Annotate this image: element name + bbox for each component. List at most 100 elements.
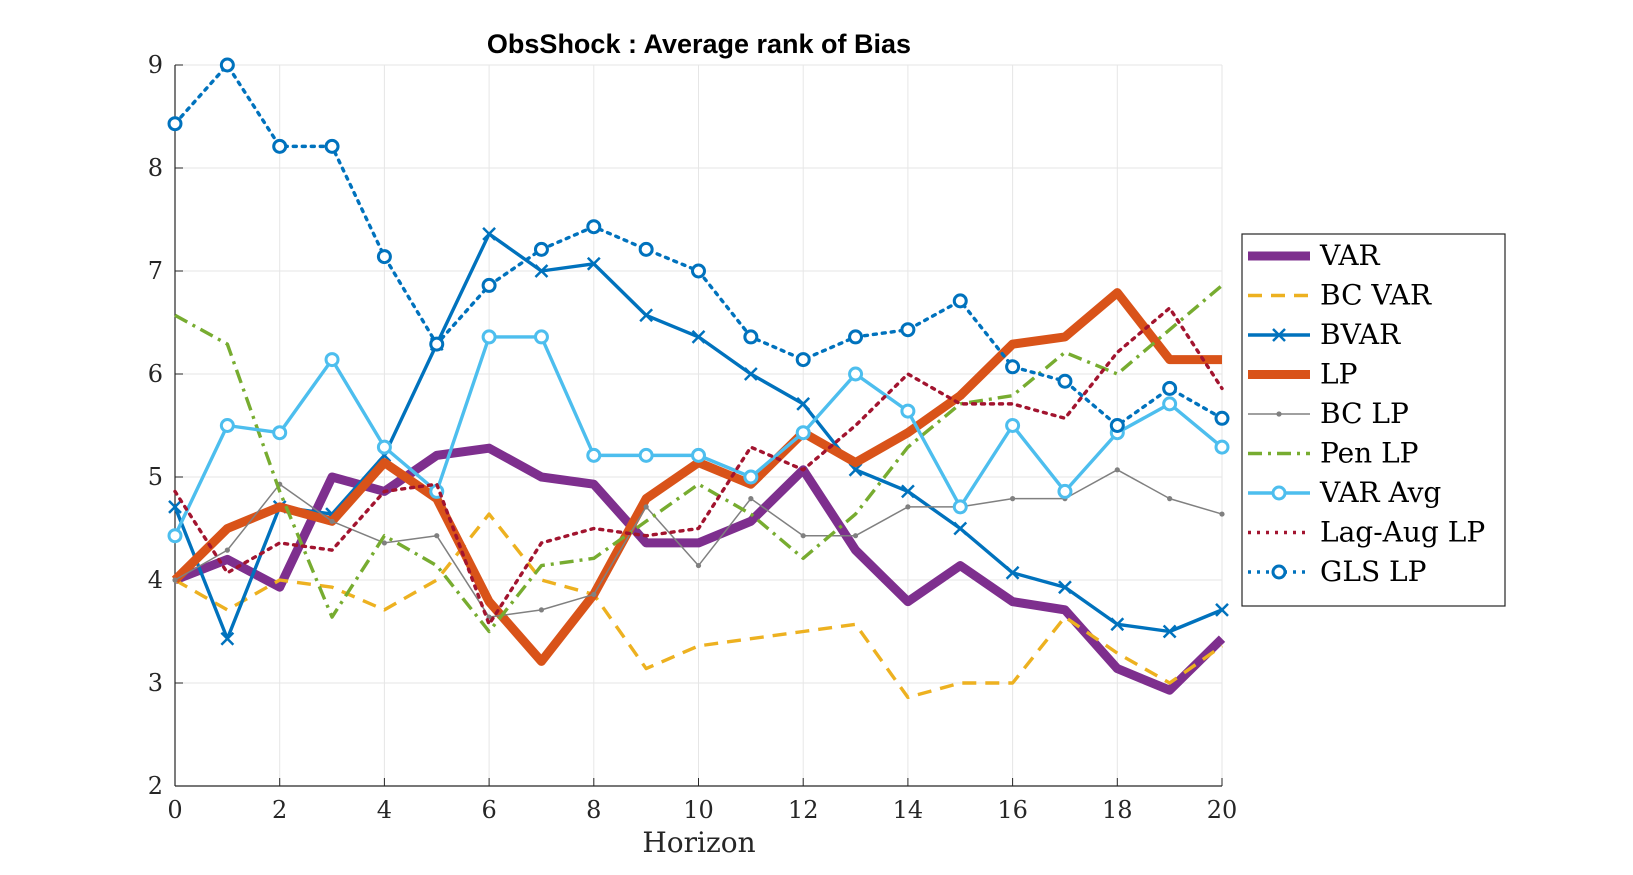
data-point <box>743 367 758 381</box>
legend-entry: VAR <box>1248 239 1381 272</box>
data-point <box>272 425 288 441</box>
data-point <box>538 607 545 613</box>
y-tick-label: 2 <box>148 772 163 800</box>
data-point <box>1005 418 1021 433</box>
data-point <box>795 425 811 441</box>
data-point <box>1219 511 1225 517</box>
series-line <box>173 306 1224 626</box>
data-point <box>748 496 754 502</box>
x-marker-stroke <box>1162 624 1177 639</box>
data-point <box>638 241 654 257</box>
x-tick-label: 8 <box>586 796 601 824</box>
legend-marker <box>1272 328 1286 342</box>
data-point <box>695 562 702 569</box>
legend-entry: Lag-Aug LP <box>1248 516 1485 549</box>
y-tick-label: 6 <box>148 360 163 388</box>
series-line <box>173 443 1226 695</box>
x-marker-stroke <box>1005 565 1020 580</box>
legend-label: BVAR <box>1320 318 1401 351</box>
x-marker-stroke <box>482 227 496 241</box>
data-point <box>639 308 654 323</box>
series-bc-var <box>174 512 1223 700</box>
data-point <box>224 547 230 553</box>
data-point <box>329 518 335 524</box>
data-point <box>643 504 649 510</box>
data-point <box>586 219 602 235</box>
data-point <box>795 352 811 368</box>
series-gls-lp <box>167 57 1230 433</box>
data-point <box>219 57 235 73</box>
data-point <box>900 322 916 338</box>
series-line <box>174 512 1223 700</box>
chart-title: ObsShock : Average rank of Bias <box>487 29 911 59</box>
data-point <box>638 447 654 463</box>
data-point <box>586 447 602 463</box>
data-point <box>481 329 497 345</box>
data-point <box>1005 359 1021 375</box>
data-point <box>272 138 288 154</box>
data-point <box>381 540 387 546</box>
data-point <box>481 277 497 293</box>
data-point <box>1057 483 1073 499</box>
x-tick-label: 0 <box>167 796 182 824</box>
data-point <box>1162 624 1177 639</box>
data-point <box>168 499 182 514</box>
data-point <box>952 293 968 309</box>
x-marker-stroke <box>1110 617 1125 632</box>
data-point <box>376 439 392 455</box>
data-point <box>901 484 915 499</box>
x-tick-label: 16 <box>997 796 1028 824</box>
x-marker-stroke <box>796 396 811 411</box>
legend-label: BC VAR <box>1320 279 1432 312</box>
data-point <box>796 396 811 411</box>
data-point <box>324 138 340 154</box>
data-point <box>691 263 706 279</box>
legend-label: LP <box>1320 358 1357 391</box>
data-point <box>1215 602 1229 617</box>
data-point <box>167 116 183 132</box>
data-point <box>1057 373 1073 389</box>
x-marker-stroke <box>534 264 549 278</box>
x-tick-label: 6 <box>481 796 496 824</box>
x-marker-stroke <box>953 521 968 536</box>
legend-marker <box>1276 411 1282 417</box>
legend-label: BC LP <box>1320 397 1409 430</box>
data-point <box>1162 396 1178 412</box>
data-point <box>848 366 864 382</box>
legend-marker <box>1271 485 1287 501</box>
y-tick-label: 5 <box>148 463 163 491</box>
legend: VAR BC VAR BVAR LP BC LP Pen LP VAR Avg Lag-Aug… <box>1241 233 1506 607</box>
x-tick-label: 20 <box>1207 796 1238 824</box>
legend-entry: VAR Avg <box>1248 476 1441 509</box>
data-point <box>691 330 706 344</box>
x-tick-label: 18 <box>1102 796 1133 824</box>
data-point <box>1110 617 1125 632</box>
x-marker-stroke <box>848 462 863 477</box>
legend-box <box>1241 233 1506 607</box>
data-point <box>1162 380 1178 396</box>
data-point <box>743 469 759 485</box>
x-marker-stroke <box>901 484 915 499</box>
y-tick-label: 7 <box>148 257 163 285</box>
data-point <box>219 418 235 433</box>
data-point <box>172 577 178 583</box>
legend-label: Pen LP <box>1320 437 1419 470</box>
x-marker-stroke <box>1215 602 1229 617</box>
y-tick-label: 9 <box>148 51 163 79</box>
legend-entry: BC LP <box>1248 397 1409 430</box>
data-point <box>376 249 392 265</box>
data-point <box>1109 418 1125 433</box>
x-tick-label: 14 <box>893 796 924 824</box>
data-point <box>586 256 601 271</box>
x-marker-stroke <box>168 499 182 514</box>
legend-label: VAR Avg <box>1319 476 1441 509</box>
data-point <box>852 533 859 539</box>
legend-entry: BVAR <box>1248 318 1401 351</box>
x-tick-label: 4 <box>377 796 392 824</box>
y-tick-label: 4 <box>148 566 163 594</box>
data-point <box>434 533 440 539</box>
x-marker-stroke <box>1272 328 1286 342</box>
legend-entry: Pen LP <box>1248 437 1419 470</box>
x-axis-label: Horizon <box>642 826 755 859</box>
